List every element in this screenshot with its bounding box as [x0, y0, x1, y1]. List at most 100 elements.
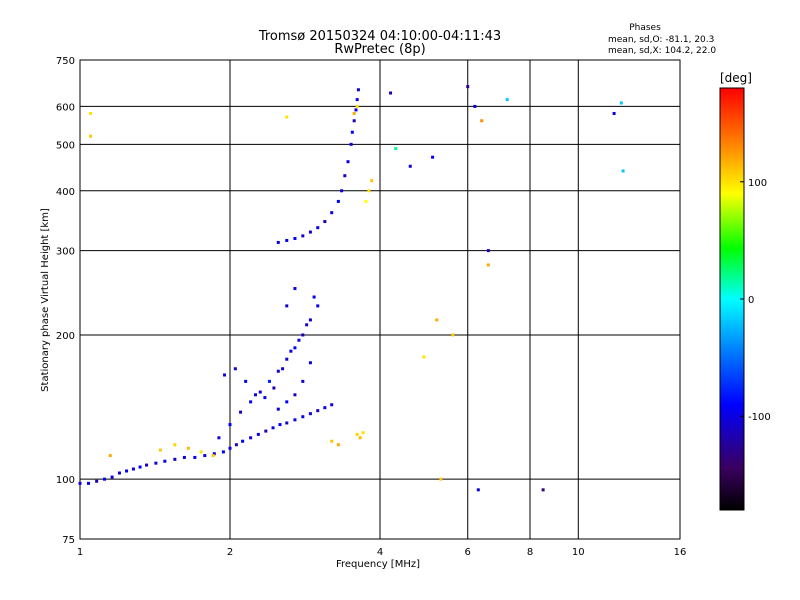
data-point — [256, 432, 260, 436]
data-point — [78, 481, 82, 485]
data-point — [312, 295, 316, 299]
data-point — [285, 304, 289, 308]
data-point — [355, 104, 359, 108]
data-point — [278, 423, 282, 427]
data-point — [289, 349, 293, 353]
data-point — [285, 357, 289, 361]
data-point — [241, 439, 245, 443]
data-point — [285, 400, 289, 404]
data-point — [336, 199, 340, 203]
data-point — [228, 446, 232, 450]
x-tick-label: 8 — [527, 547, 533, 558]
data-point — [163, 459, 167, 463]
data-point — [117, 471, 121, 475]
data-point — [323, 220, 327, 224]
data-point — [103, 477, 107, 481]
data-point — [316, 409, 320, 413]
data-point — [451, 333, 455, 337]
data-point — [541, 488, 545, 492]
chart-subtitle: RwPretec (8p) — [334, 42, 425, 57]
data-point — [354, 108, 358, 112]
data-point — [358, 436, 362, 440]
data-point — [408, 164, 412, 168]
colorbar-tick-label: 0 — [748, 295, 754, 306]
data-point — [89, 111, 93, 115]
data-point — [350, 130, 354, 134]
data-point — [435, 318, 439, 322]
data-point — [158, 448, 162, 452]
data-point — [431, 155, 435, 159]
data-point — [505, 98, 509, 102]
data-point — [186, 446, 190, 450]
data-point — [355, 98, 359, 102]
data-point — [323, 406, 327, 410]
grid-lines — [80, 60, 680, 539]
colorbar-tick-label: -100 — [748, 412, 771, 423]
data-point — [301, 234, 305, 238]
data-point — [619, 101, 623, 105]
data-point — [249, 400, 253, 404]
data-point — [352, 119, 356, 123]
data-point — [297, 338, 301, 342]
data-point — [476, 488, 480, 492]
x-tick-label: 1 — [77, 547, 83, 558]
y-tick-label: 500 — [56, 140, 75, 151]
data-point — [272, 386, 276, 390]
data-point — [154, 461, 158, 465]
data-point — [276, 407, 280, 411]
data-point — [352, 111, 356, 115]
data-point — [233, 367, 237, 371]
data-point — [193, 455, 197, 459]
data-point — [234, 443, 238, 447]
data-point — [343, 174, 347, 178]
data-point — [89, 134, 93, 138]
data-point — [389, 91, 393, 95]
data-point — [239, 410, 243, 414]
axis-ticks: 1 2 4 6 8 10 16 75 100 200 300 400 500 600 750 — [56, 56, 686, 558]
data-point — [276, 240, 280, 244]
data-point — [361, 431, 365, 435]
data-point — [486, 249, 490, 253]
data-point — [308, 230, 312, 234]
stats-x-line: mean, sd,X: 104.2, 22.0 — [608, 46, 716, 56]
data-point — [308, 412, 312, 416]
data-points — [78, 85, 625, 492]
data-point — [293, 418, 297, 422]
y-tick-label: 75 — [62, 535, 75, 546]
data-point — [349, 142, 353, 146]
data-point — [173, 457, 177, 461]
y-tick-label: 600 — [56, 102, 75, 113]
data-point — [486, 263, 490, 267]
data-point — [330, 211, 334, 215]
data-point — [271, 426, 275, 430]
data-point — [249, 436, 253, 440]
data-point — [267, 379, 271, 383]
stats-heading: Phases — [629, 23, 661, 33]
colorbar-tick-label: 100 — [748, 178, 767, 189]
y-tick-label: 300 — [56, 247, 75, 258]
data-point — [316, 304, 320, 308]
data-point — [355, 432, 359, 436]
data-point — [308, 318, 312, 322]
data-point — [346, 160, 350, 164]
data-point — [293, 236, 297, 240]
data-point — [211, 454, 215, 458]
y-tick-label: 400 — [56, 187, 75, 198]
data-point — [621, 169, 625, 173]
data-point — [285, 238, 289, 242]
colorbar-label: [deg] — [720, 71, 752, 85]
data-point — [308, 361, 312, 365]
data-point — [258, 390, 262, 394]
chart-title: Tromsø 20150324 04:10:00-04:11:43 — [258, 29, 501, 44]
data-point — [340, 189, 344, 193]
data-point — [439, 477, 443, 481]
data-point — [173, 443, 177, 447]
data-point — [394, 147, 398, 151]
data-point — [293, 393, 297, 397]
x-axis-label: Frequency [MHz] — [336, 559, 420, 570]
x-tick-label: 4 — [377, 547, 383, 558]
data-point — [301, 379, 305, 383]
data-point — [301, 415, 305, 419]
data-point — [108, 454, 112, 458]
